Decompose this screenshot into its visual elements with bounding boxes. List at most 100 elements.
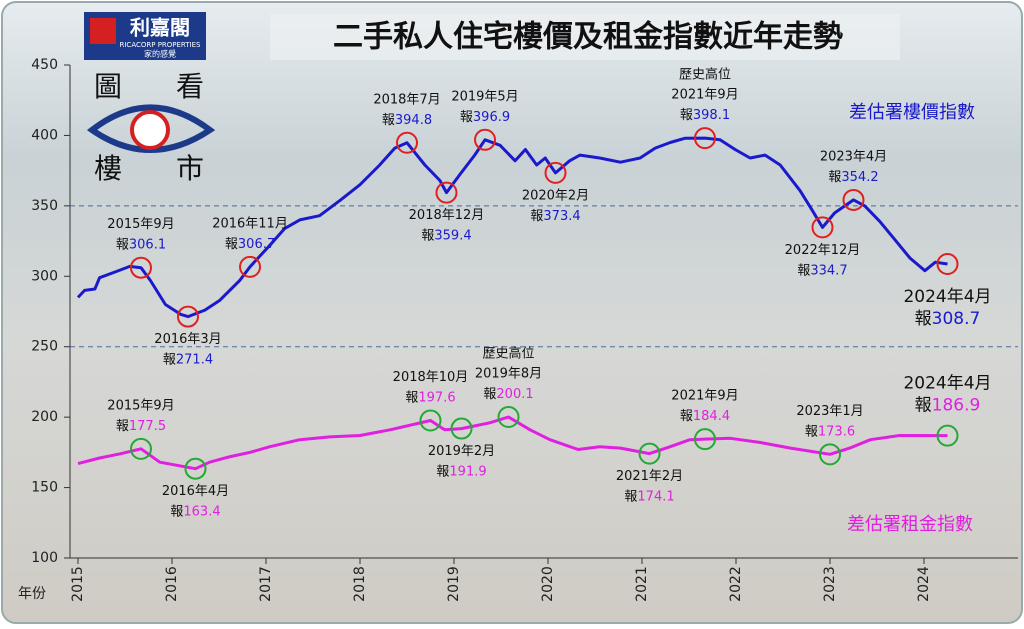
annotation-value: 報359.4 bbox=[421, 228, 471, 243]
annotation-prefix: 報 bbox=[170, 504, 183, 519]
annotation-number: 197.6 bbox=[418, 390, 455, 405]
annotation-value: 報308.7 bbox=[915, 309, 981, 329]
badge-char: 樓 bbox=[94, 152, 122, 185]
annotation-value: 報354.2 bbox=[828, 169, 878, 184]
highlight-marker bbox=[842, 188, 865, 211]
highlight-marker bbox=[936, 424, 959, 447]
annotation-date: 2015年9月 bbox=[107, 398, 174, 413]
y-tick-label: 400 bbox=[31, 127, 58, 143]
annotation-prefix: 報 bbox=[436, 464, 449, 479]
annotation-date: 2018年12月 bbox=[409, 208, 485, 223]
annotation-number: 174.1 bbox=[637, 489, 674, 504]
annotation-number: 191.9 bbox=[449, 464, 486, 479]
x-tick-label: 2017 bbox=[258, 566, 274, 602]
annotation-value: 報173.6 bbox=[805, 424, 855, 439]
highlight-marker bbox=[129, 437, 152, 460]
annotation-value: 報394.8 bbox=[382, 112, 432, 127]
annotation-date: 2019年8月 bbox=[475, 367, 542, 382]
annotation-number: 200.1 bbox=[496, 387, 533, 402]
annotation-number: 163.4 bbox=[183, 504, 220, 519]
annotation-number: 184.4 bbox=[693, 409, 730, 424]
x-tick-label: 2016 bbox=[164, 566, 180, 602]
annotation-date: 2021年9月 bbox=[671, 88, 738, 103]
annotation-prefix: 報 bbox=[680, 108, 693, 123]
annotation-prefix: 報 bbox=[483, 387, 496, 402]
annotation-number: 308.7 bbox=[932, 309, 981, 329]
y-tick-label: 100 bbox=[31, 550, 58, 566]
x-axis-label: 年份 bbox=[18, 586, 46, 602]
y-tick-label: 200 bbox=[31, 409, 58, 425]
annotation-prefix: 報 bbox=[116, 237, 129, 252]
annotation-value: 報174.1 bbox=[624, 489, 674, 504]
highlight-marker bbox=[239, 255, 262, 278]
annotation-prefix: 報 bbox=[805, 424, 818, 439]
annotation-number: 177.5 bbox=[129, 418, 166, 433]
highlight-marker bbox=[396, 131, 418, 154]
highlight-marker bbox=[693, 428, 716, 451]
series-line bbox=[76, 136, 948, 319]
annotation-date: 2021年9月 bbox=[671, 389, 738, 404]
y-tick-label: 450 bbox=[31, 57, 58, 73]
highlight-marker bbox=[419, 409, 442, 432]
annotation-value: 報373.4 bbox=[530, 208, 580, 223]
y-tick-label: 300 bbox=[31, 268, 58, 284]
highlight-marker bbox=[936, 253, 959, 276]
highlight-marker bbox=[450, 417, 473, 440]
annotation-date: 2019年5月 bbox=[451, 89, 518, 104]
annotation-prefix: 報 bbox=[530, 208, 543, 223]
annotation-number: 306.1 bbox=[129, 237, 166, 252]
annotation-value: 報334.7 bbox=[797, 263, 847, 278]
highlight-marker bbox=[638, 442, 661, 465]
annotation-value: 報398.1 bbox=[680, 108, 730, 123]
y-tick-label: 250 bbox=[31, 339, 58, 355]
annotation-prefix: 報 bbox=[915, 396, 932, 416]
x-tick-label: 2023 bbox=[822, 566, 838, 602]
annotation-date: 2024年4月 bbox=[903, 374, 991, 394]
badge: 圖 看 樓 市 bbox=[86, 70, 216, 185]
x-tick-label: 2024 bbox=[916, 566, 932, 602]
highlight-marker bbox=[544, 161, 567, 184]
annotation-note: 歷史高位 bbox=[483, 346, 535, 362]
annotation-date: 2024年4月 bbox=[903, 287, 991, 307]
x-tick-label: 2019 bbox=[446, 566, 462, 602]
logo-mark bbox=[90, 18, 116, 44]
annotation-prefix: 報 bbox=[116, 418, 129, 433]
annotation-value: 報306.7 bbox=[225, 236, 275, 251]
badge-pupil bbox=[130, 110, 170, 150]
annotation-value: 報177.5 bbox=[116, 418, 166, 433]
badge-char: 看 bbox=[176, 70, 204, 103]
highlight-marker bbox=[474, 128, 497, 151]
annotation-prefix: 報 bbox=[915, 309, 932, 329]
x-tick-label: 2018 bbox=[352, 566, 368, 602]
annotation-prefix: 報 bbox=[225, 236, 238, 251]
x-tick-label: 2022 bbox=[728, 566, 744, 602]
annotation-value: 報396.9 bbox=[460, 109, 510, 124]
logo-name: 利嘉閣 bbox=[130, 16, 190, 40]
annotation-number: 173.6 bbox=[818, 424, 855, 439]
highlight-marker bbox=[129, 256, 152, 279]
badge-char: 市 bbox=[176, 152, 204, 185]
annotation-number: 373.4 bbox=[543, 208, 580, 223]
annotation-prefix: 報 bbox=[797, 263, 810, 278]
highlight-marker bbox=[184, 457, 207, 480]
x-tick-label: 2020 bbox=[540, 566, 556, 602]
badge-char: 圖 bbox=[94, 70, 122, 103]
highlight-marker bbox=[693, 127, 716, 150]
y-tick-label: 150 bbox=[31, 480, 58, 496]
annotation-value: 報197.6 bbox=[405, 390, 455, 405]
annotation-number: 354.2 bbox=[841, 169, 878, 184]
annotation-date: 2022年12月 bbox=[785, 243, 861, 258]
annotation-prefix: 報 bbox=[421, 228, 434, 243]
annotation-number: 359.4 bbox=[434, 228, 471, 243]
annotation-date: 2018年7月 bbox=[373, 92, 440, 107]
highlight-marker bbox=[819, 443, 841, 466]
logo: 利嘉閣 RICACORP PROPERTIES 家的感覺 bbox=[84, 12, 206, 60]
badge-eye bbox=[86, 104, 216, 153]
highlight-marker bbox=[176, 305, 199, 328]
annotation-prefix: 報 bbox=[624, 489, 637, 504]
legend-label: 差估署樓價指數 bbox=[849, 102, 975, 123]
y-tick-label: 350 bbox=[31, 198, 58, 214]
annotation-date: 2019年2月 bbox=[428, 444, 495, 459]
title-band bbox=[270, 14, 900, 60]
